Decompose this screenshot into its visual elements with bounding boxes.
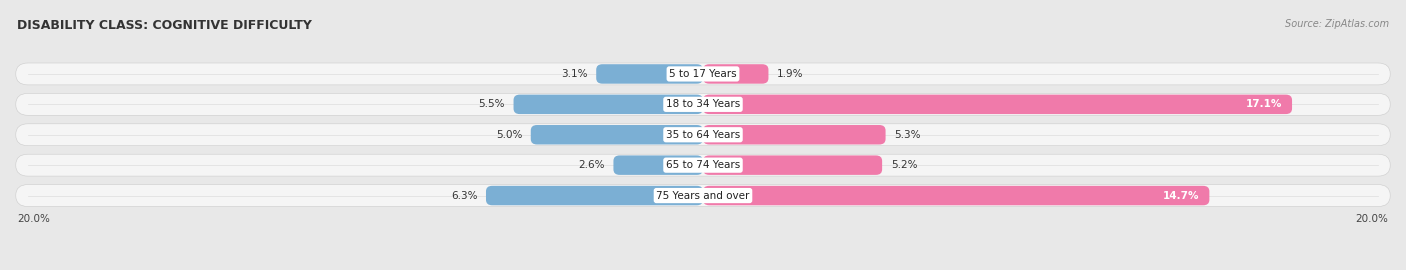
Text: 75 Years and over: 75 Years and over: [657, 191, 749, 201]
FancyBboxPatch shape: [703, 186, 1209, 205]
Text: 1.9%: 1.9%: [778, 69, 804, 79]
Text: 35 to 64 Years: 35 to 64 Years: [666, 130, 740, 140]
FancyBboxPatch shape: [613, 156, 703, 175]
Text: 2.6%: 2.6%: [578, 160, 605, 170]
Text: 5.3%: 5.3%: [894, 130, 921, 140]
FancyBboxPatch shape: [596, 64, 703, 84]
Text: 3.1%: 3.1%: [561, 69, 588, 79]
FancyBboxPatch shape: [531, 125, 703, 144]
Text: 5 to 17 Years: 5 to 17 Years: [669, 69, 737, 79]
Text: 14.7%: 14.7%: [1163, 191, 1199, 201]
Text: 20.0%: 20.0%: [17, 214, 51, 224]
FancyBboxPatch shape: [703, 64, 769, 84]
Text: 18 to 34 Years: 18 to 34 Years: [666, 99, 740, 109]
FancyBboxPatch shape: [703, 125, 886, 144]
Text: 20.0%: 20.0%: [1355, 214, 1389, 224]
Text: 5.0%: 5.0%: [496, 130, 522, 140]
FancyBboxPatch shape: [703, 156, 882, 175]
FancyBboxPatch shape: [703, 94, 1292, 114]
Text: 5.5%: 5.5%: [478, 99, 505, 109]
Text: Source: ZipAtlas.com: Source: ZipAtlas.com: [1285, 19, 1389, 29]
Text: 6.3%: 6.3%: [451, 191, 478, 201]
FancyBboxPatch shape: [15, 154, 1391, 176]
FancyBboxPatch shape: [486, 186, 703, 205]
Text: DISABILITY CLASS: COGNITIVE DIFFICULTY: DISABILITY CLASS: COGNITIVE DIFFICULTY: [17, 19, 312, 32]
FancyBboxPatch shape: [15, 63, 1391, 85]
Text: 5.2%: 5.2%: [891, 160, 917, 170]
FancyBboxPatch shape: [15, 185, 1391, 207]
Text: 65 to 74 Years: 65 to 74 Years: [666, 160, 740, 170]
Text: 17.1%: 17.1%: [1246, 99, 1282, 109]
FancyBboxPatch shape: [15, 93, 1391, 115]
FancyBboxPatch shape: [15, 124, 1391, 146]
FancyBboxPatch shape: [513, 94, 703, 114]
